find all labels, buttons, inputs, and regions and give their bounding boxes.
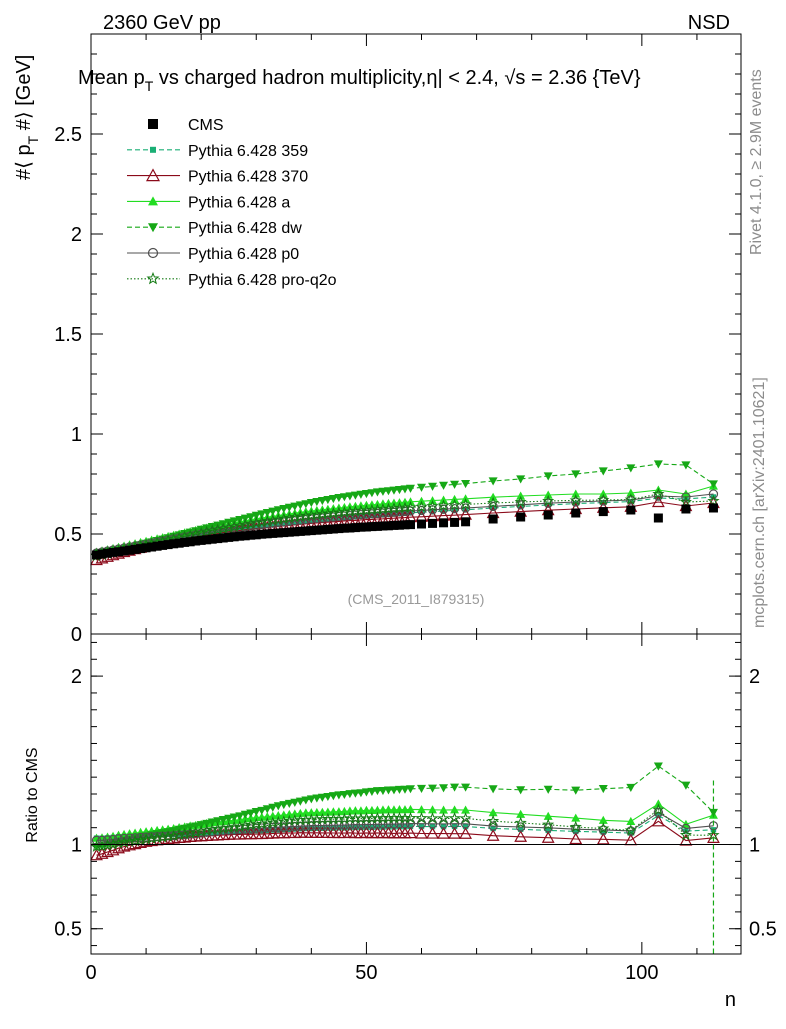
ratio-tick-label-right: 0.5	[749, 919, 777, 941]
data-point	[654, 514, 663, 523]
legend-entry: Pythia 6.428 p0	[127, 246, 299, 263]
legend-entry: Pythia 6.428 dw	[127, 220, 302, 237]
data-point	[461, 517, 470, 526]
data-point	[681, 505, 690, 514]
legend-label: CMS	[188, 117, 224, 134]
x-tick-label: 0	[85, 962, 96, 984]
data-point	[544, 511, 553, 520]
data-point	[599, 507, 608, 516]
legend-marker	[148, 223, 158, 232]
legend-marker	[148, 119, 158, 129]
watermark: (CMS_2011_I879315)	[348, 591, 485, 607]
y-tick-label: 1.5	[54, 324, 82, 346]
y-tick-label: 0	[71, 624, 82, 646]
y-axis-label: #⟨ pT #⟩ [GeV]	[13, 55, 41, 180]
data-point	[516, 513, 525, 522]
legend-label: Pythia 6.428 a	[188, 194, 290, 211]
ratio-point	[681, 782, 690, 790]
data-point	[417, 520, 426, 529]
legend-label: Pythia 6.428 370	[188, 169, 308, 186]
chart-title: Mean pT vs charged hadron multiplicity,η…	[78, 67, 641, 94]
side-label-top: Rivet 4.1.0, ≥ 2.9M events	[748, 69, 765, 255]
ratio-point	[489, 785, 498, 793]
legend-marker	[150, 147, 156, 153]
legend-label: Pythia 6.428 dw	[188, 220, 302, 237]
legend-entry: Pythia 6.428 359	[127, 143, 308, 160]
plot-canvas: 2360 GeV pp NSD Mean pT vs charged hadro…	[0, 0, 786, 1024]
x-tick-label: 50	[355, 962, 377, 984]
ratio-axis-label: Ratio to CMS	[24, 747, 41, 842]
data-point	[439, 482, 448, 490]
ratio-point	[439, 784, 448, 792]
data-point	[626, 506, 635, 515]
data-point	[428, 519, 437, 528]
ratio-tick-label-right: 2	[749, 666, 760, 688]
y-tick-label: 1	[71, 424, 82, 446]
ratio-tick-label: 1	[71, 835, 82, 857]
legend-entry: Pythia 6.428 370	[127, 169, 308, 186]
data-point	[489, 515, 498, 524]
legend-label: Pythia 6.428 p0	[188, 246, 299, 263]
ratio-tick-label: 0.5	[54, 919, 82, 941]
x-axis-label: n	[725, 989, 736, 1011]
data-point	[681, 461, 690, 469]
x-tick-label: 100	[625, 962, 658, 984]
ratio-point	[417, 785, 426, 793]
legend-label: Pythia 6.428 359	[188, 143, 308, 160]
data-point	[439, 518, 448, 527]
legend: CMS Pythia 6.428 359 Pythia 6.428 370 Pythi…	[127, 117, 337, 289]
header-left: 2360 GeV pp	[103, 12, 221, 34]
side-label-bottom: mcplots.cern.ch [arXiv:2401.10621]	[751, 377, 768, 628]
y-tick-label: 0.5	[54, 524, 82, 546]
data-point	[571, 509, 580, 518]
legend-entry: Pythia 6.428 pro-q2o	[127, 272, 337, 289]
ratio-series-layer	[91, 763, 741, 954]
ratio-tick-label: 2	[71, 666, 82, 688]
data-point	[406, 520, 415, 529]
chart: 2360 GeV pp NSD Mean pT vs charged hadro…	[0, 0, 786, 1024]
legend-label: Pythia 6.428 pro-q2o	[188, 272, 337, 289]
data-point	[450, 518, 459, 527]
ratio-point	[654, 763, 663, 771]
ratio-point	[571, 787, 580, 795]
y-tick-label: 2	[71, 224, 82, 246]
header-right: NSD	[688, 12, 730, 34]
axes-layer: 00.511.522.50.5 0.51 12 20 50 100	[54, 34, 777, 984]
legend-entry: Pythia 6.428 a	[127, 194, 290, 211]
data-point	[654, 460, 663, 468]
legend-entry: CMS	[148, 117, 224, 134]
data-point	[461, 480, 470, 488]
data-series-layer	[91, 460, 719, 564]
data-point	[709, 504, 718, 513]
ratio-series-pythia-6-428-370	[91, 816, 719, 860]
ratio-tick-label-right: 1	[749, 835, 760, 857]
y-tick-label: 2.5	[54, 124, 82, 146]
ratio-plot-frame	[91, 634, 741, 954]
